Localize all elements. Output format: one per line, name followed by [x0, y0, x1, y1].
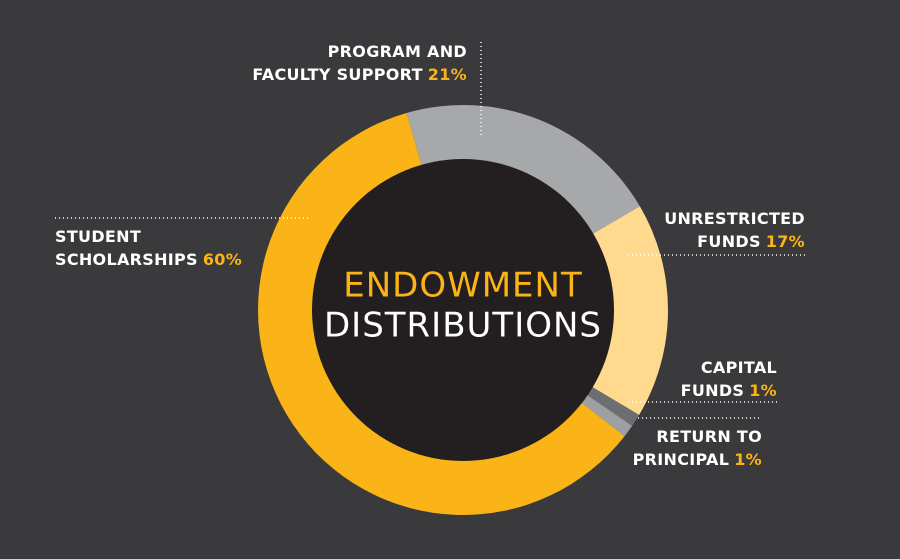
- segment-label-text: PROGRAM AND: [328, 42, 467, 61]
- segment-label: FACULTY SUPPORT 21%: [252, 65, 467, 84]
- segment-value-label: 17%: [766, 232, 805, 251]
- segment-label-text: CAPITAL: [701, 358, 777, 377]
- segment-label-text: SCHOLARSHIPS: [55, 250, 198, 269]
- segment-label: FUNDS 17%: [697, 232, 805, 251]
- segment-label: PROGRAM AND: [328, 42, 467, 61]
- segment-label: STUDENT: [55, 227, 141, 246]
- donut-segment: [257, 112, 625, 516]
- segment-value-label: 21%: [428, 65, 467, 84]
- segment-label-text: FUNDS: [681, 381, 745, 400]
- donut-segment: [581, 394, 633, 437]
- chart-title: ENDOWMENT: [343, 266, 583, 306]
- donut-hole: [312, 159, 614, 461]
- segment-label: SCHOLARSHIPS 60%: [55, 250, 242, 269]
- segment-value-label: 1%: [749, 381, 777, 400]
- segment-label: UNRESTRICTED: [664, 209, 805, 228]
- donut-segment: [406, 105, 640, 235]
- donut-segment: [591, 206, 668, 415]
- segment-label-text: UNRESTRICTED: [664, 209, 805, 228]
- segment-label-text: PRINCIPAL: [633, 450, 730, 469]
- segment-label: CAPITAL: [701, 358, 777, 377]
- segment-label: PRINCIPAL 1%: [633, 450, 762, 469]
- segment-label-text: FUNDS: [697, 232, 761, 251]
- segment-value-label: 60%: [203, 250, 242, 269]
- donut-segment: [586, 386, 640, 426]
- segment-label: FUNDS 1%: [681, 381, 777, 400]
- segment-label-text: FACULTY SUPPORT: [252, 65, 422, 84]
- segment-label-text: RETURN TO: [656, 427, 762, 446]
- donut: [257, 105, 668, 516]
- segment-label-text: STUDENT: [55, 227, 141, 246]
- chart-subtitle: DISTRIBUTIONS: [324, 306, 602, 346]
- segment-label: RETURN TO: [656, 427, 762, 446]
- segment-value-label: 1%: [734, 450, 762, 469]
